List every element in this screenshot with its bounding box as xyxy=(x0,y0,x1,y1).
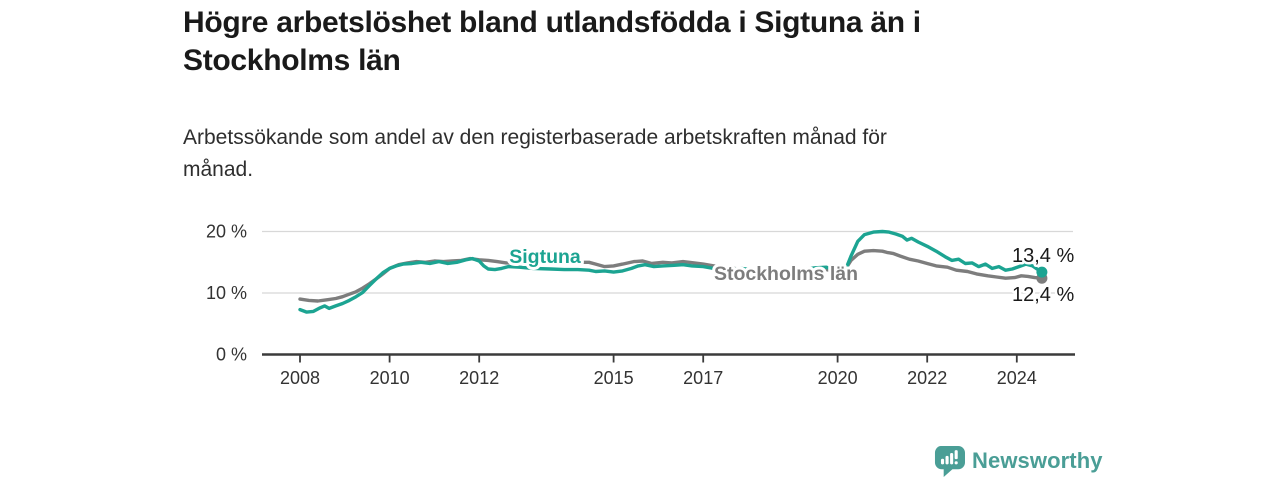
y-axis-tick-label: 0 % xyxy=(216,345,247,365)
newsworthy-logo-icon xyxy=(934,445,965,477)
series-end-value-label-stockholms-l-n: 12,4 % xyxy=(1012,284,1074,306)
x-axis-tick-label: 2022 xyxy=(907,368,947,388)
chart-subtitle-line-2: månad. xyxy=(183,158,254,181)
x-axis-tick-label: 2010 xyxy=(370,368,410,388)
chart-title: Högre arbetslöshet bland utlandsfödda i … xyxy=(183,4,1183,80)
series-label-sigtuna: Sigtuna xyxy=(509,246,581,268)
x-axis-tick-label: 2017 xyxy=(683,368,723,388)
x-axis-tick-label: 2008 xyxy=(280,368,320,388)
y-axis-tick-label: 20 % xyxy=(206,222,247,242)
x-axis-tick-label: 2012 xyxy=(459,368,499,388)
x-axis-tick-label: 2020 xyxy=(818,368,858,388)
x-axis-tick-label: 2015 xyxy=(594,368,634,388)
chart-title-line-1: Högre arbetslöshet bland utlandsfödda i … xyxy=(183,6,921,39)
chart-subtitle-line-1: Arbetssökande som andel av den registerb… xyxy=(183,126,887,149)
series-end-value-label-sigtuna: 13,4 % xyxy=(1012,245,1074,267)
series-label-stockholms-l-n: Stockholms län xyxy=(714,263,858,285)
chart-subtitle: Arbetssökande som andel av den registerb… xyxy=(183,122,1183,186)
newsworthy-logo-text: Newsworthy xyxy=(972,448,1103,473)
series-line-sigtuna xyxy=(298,229,1044,314)
y-axis-tick-label: 10 % xyxy=(206,283,247,303)
newsworthy-branding: Newsworthy xyxy=(934,444,1103,478)
chart-title-line-2: Stockholms län xyxy=(183,44,401,77)
series-end-dot-sigtuna xyxy=(1036,266,1048,278)
x-axis-tick-label: 2024 xyxy=(997,368,1037,388)
